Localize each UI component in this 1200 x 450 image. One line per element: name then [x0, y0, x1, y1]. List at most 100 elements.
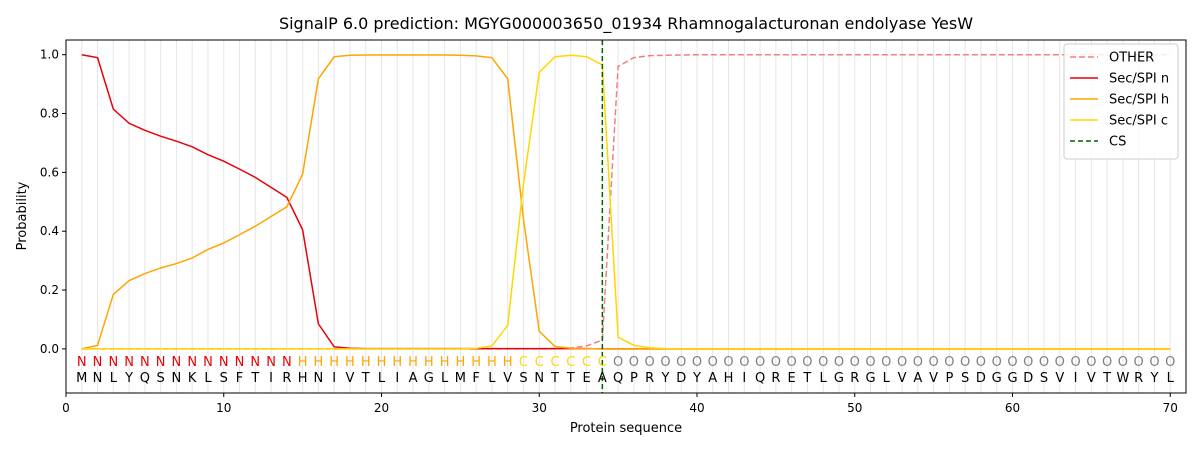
residue-label: V — [1055, 371, 1064, 386]
region-label: O — [897, 355, 907, 370]
y-axis-label: Probability — [15, 181, 30, 250]
region-label: O — [723, 355, 733, 370]
sequence-labels: NMNNNLNYNQNSNNNKNLNSNFNTNINRHHHNHIHVHTHL… — [76, 355, 1175, 386]
region-label: N — [250, 355, 260, 370]
residue-label: R — [771, 371, 780, 386]
residue-label: T — [250, 371, 259, 386]
region-label: N — [172, 355, 182, 370]
region-label: O — [1149, 355, 1159, 370]
residue-label: S — [961, 371, 969, 386]
residue-label: N — [93, 371, 103, 386]
residue-label: W — [1116, 371, 1129, 386]
residue-label: P — [630, 371, 638, 386]
region-label: O — [660, 355, 670, 370]
region-label: N — [156, 355, 166, 370]
x-tick-label: 0 — [62, 401, 70, 415]
y-tick-label: 0.2 — [40, 283, 59, 297]
x-tick-label: 10 — [216, 401, 231, 415]
residue-label: V — [503, 371, 512, 386]
legend-label-sec-spi-h: Sec/SPI h — [1109, 93, 1169, 108]
region-label: H — [503, 355, 513, 370]
residue-label: I — [1074, 371, 1078, 386]
residue-label: A — [409, 371, 418, 386]
region-label: H — [345, 355, 355, 370]
residue-label: Y — [660, 371, 669, 386]
region-label: O — [692, 355, 702, 370]
residue-label: D — [676, 371, 686, 386]
region-label: O — [1102, 355, 1112, 370]
region-label: O — [850, 355, 860, 370]
residue-label: Q — [613, 371, 623, 386]
residue-label: H — [298, 371, 308, 386]
region-label: H — [440, 355, 450, 370]
y-tick-label: 1.0 — [40, 48, 59, 62]
region-label: O — [787, 355, 797, 370]
region-label: O — [739, 355, 749, 370]
residue-label: L — [204, 371, 212, 386]
residue-label: L — [441, 371, 449, 386]
residue-label: S — [157, 371, 165, 386]
residue-label: E — [788, 371, 796, 386]
residue-label: T — [1102, 371, 1111, 386]
residue-label: G — [1007, 371, 1017, 386]
region-label: N — [282, 355, 292, 370]
residue-label: N — [534, 371, 544, 386]
region-label: H — [392, 355, 402, 370]
y-tick-label: 0.4 — [40, 224, 59, 238]
residue-label: I — [332, 371, 336, 386]
region-label: C — [519, 355, 528, 370]
region-label: H — [361, 355, 371, 370]
region-label: N — [140, 355, 150, 370]
region-label: N — [235, 355, 245, 370]
region-label: O — [1086, 355, 1096, 370]
region-label: O — [818, 355, 828, 370]
x-axis-ticks: 0 10 20 30 40 50 60 70 — [62, 393, 1178, 415]
region-label: H — [424, 355, 434, 370]
residue-label: E — [582, 371, 590, 386]
residue-label: A — [708, 371, 717, 386]
series-sec-spi-c-line — [81, 54, 1171, 350]
residue-label: I — [269, 371, 273, 386]
residue-label: I — [395, 371, 399, 386]
region-label: N — [266, 355, 276, 370]
region-label: N — [124, 355, 134, 370]
residue-label: L — [110, 371, 118, 386]
residue-label: L — [378, 371, 386, 386]
residue-label: M — [76, 371, 87, 386]
region-label: O — [1039, 355, 1049, 370]
region-label: O — [1055, 355, 1065, 370]
legend-label-other: OTHER — [1109, 51, 1154, 66]
region-label: N — [219, 355, 229, 370]
region-label: O — [708, 355, 718, 370]
residue-label: F — [472, 371, 479, 386]
series-sec-spi-n-line — [81, 53, 1171, 350]
region-label: H — [455, 355, 465, 370]
region-label: O — [865, 355, 875, 370]
residue-label: L — [488, 371, 496, 386]
residue-label: N — [172, 371, 182, 386]
residue-label: S — [519, 371, 527, 386]
residue-label: Y — [124, 371, 133, 386]
x-tick-label: 20 — [374, 401, 389, 415]
region-label: O — [802, 355, 812, 370]
series-other-line — [81, 53, 1171, 350]
legend: OTHER Sec/SPI n Sec/SPI h Sec/SPI c CS — [1063, 43, 1179, 160]
region-label: H — [314, 355, 324, 370]
region-label: H — [298, 355, 308, 370]
region-label: H — [471, 355, 481, 370]
region-label: O — [913, 355, 923, 370]
region-label: H — [408, 355, 418, 370]
residue-label: H — [724, 371, 734, 386]
residue-label: G — [992, 371, 1002, 386]
residue-label: V — [1087, 371, 1096, 386]
residue-label: M — [455, 371, 466, 386]
region-label: O — [613, 355, 623, 370]
series-lines — [81, 40, 1171, 393]
region-label: H — [487, 355, 497, 370]
region-label: N — [108, 355, 118, 370]
region-label: O — [1007, 355, 1017, 370]
residue-label: V — [898, 371, 907, 386]
region-label: O — [928, 355, 938, 370]
region-label: O — [1023, 355, 1033, 370]
